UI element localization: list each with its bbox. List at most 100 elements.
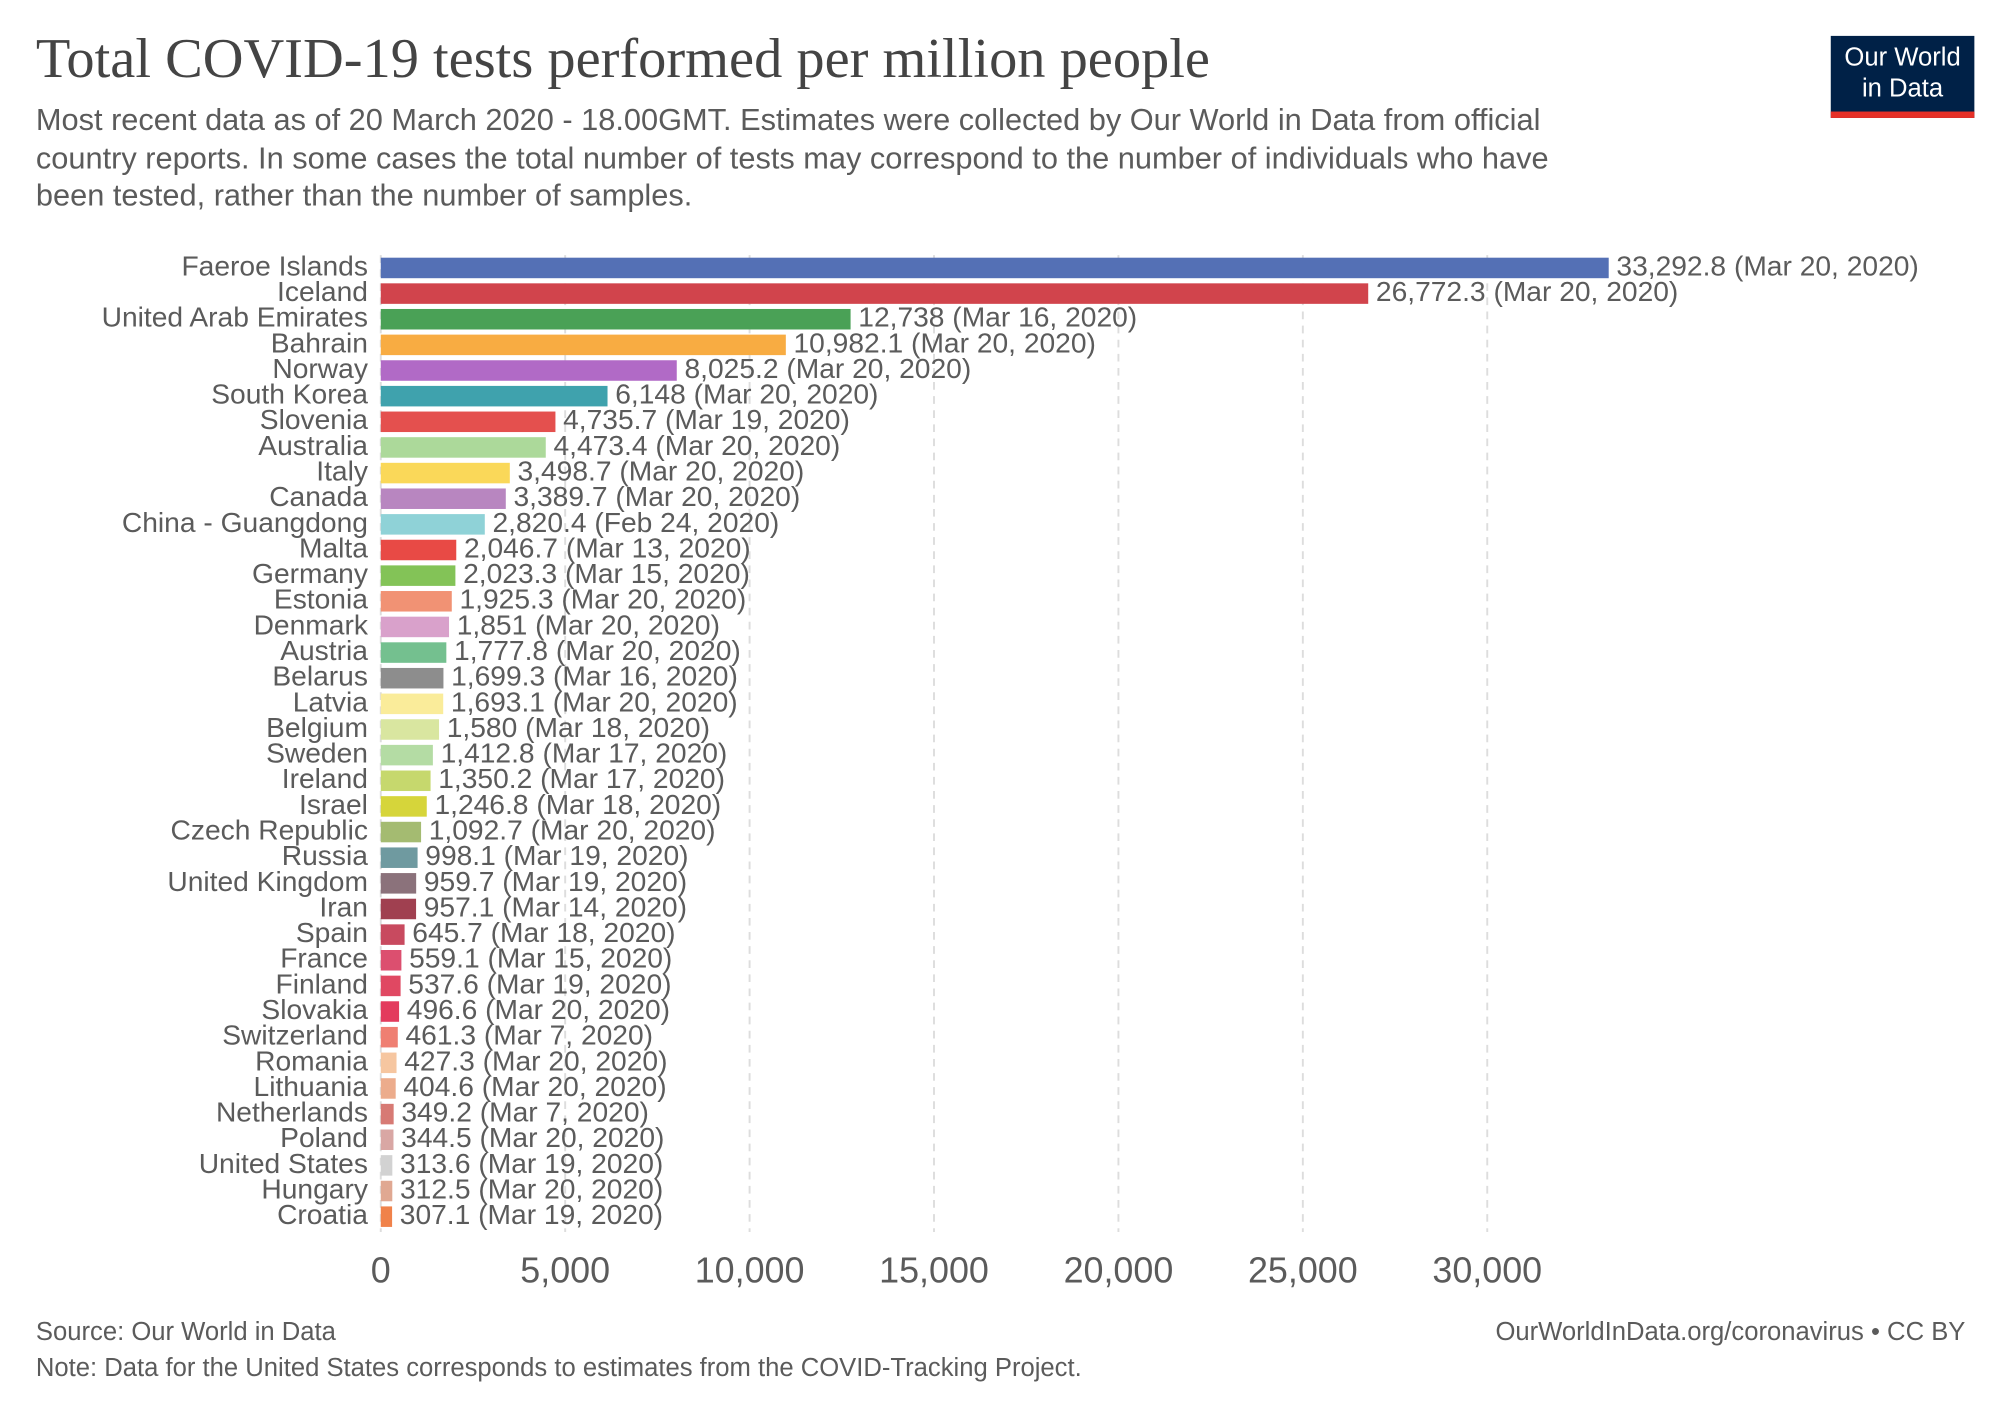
value-label: 559.1 (Mar 15, 2020) [409,942,672,974]
value-label: 6,148 (Mar 20, 2020) [615,378,878,410]
subtitle-line: been tested, rather than the number of s… [36,178,692,213]
category-label: Italy [316,455,369,487]
bar [380,873,417,894]
category-label: Sweden [266,737,368,769]
bar [380,1052,397,1074]
x-tick-label: 20,000 [1064,1251,1174,1291]
value-label: 10,982.1 (Mar 20, 2020) [794,326,1096,358]
bar [380,667,444,689]
bar [380,539,457,561]
bar [380,257,1609,279]
value-label: 1,246.8 (Mar 18, 2020) [434,788,721,820]
note: Note: Data for the United States corresp… [36,1354,1082,1382]
bar [380,385,608,407]
value-label: 461.3 (Mar 7, 2020) [405,1019,653,1051]
category-label: Slovakia [261,993,368,1025]
bar [380,1129,394,1150]
category-label: Hungary [261,1172,368,1204]
logo-box [1830,35,1975,118]
bar [380,1001,400,1022]
bar [380,616,450,638]
value-label: 3,498.7 (Mar 20, 2020) [518,455,805,487]
logo-text: Our World [1844,44,1960,72]
value-label: 1,925.3 (Mar 20, 2020) [459,583,746,615]
bar [380,770,431,792]
bar [380,1078,396,1099]
value-label: 3,389.7 (Mar 20, 2020) [513,480,800,512]
bar [380,975,401,997]
value-label: 2,046.7 (Mar 13, 2020) [464,531,751,563]
bar [380,1026,398,1048]
category-label: Iran [319,890,368,922]
category-label: South Korea [211,378,368,410]
category-label: United Kingdom [167,865,368,897]
subtitle-line: country reports. In some cases the total… [36,140,1549,175]
category-label: Ireland [282,762,368,794]
value-label: 998.1 (Mar 19, 2020) [425,839,688,871]
value-label: 959.7 (Mar 19, 2020) [424,865,687,897]
category-label: Norway [272,352,368,384]
bar [380,514,485,535]
category-label: Denmark [254,608,369,640]
bar [380,1206,393,1227]
bar [380,308,851,330]
category-label: Australia [258,429,368,461]
bar [380,898,417,920]
logo-strip [1830,111,1975,118]
value-label: 1,412.8 (Mar 17, 2020) [441,737,728,769]
bar [380,411,556,433]
bar [380,847,418,868]
category-label: Belgium [266,711,368,743]
url: OurWorldInData.org/coronavirus • CC BY [1495,1318,1965,1346]
category-label: Iceland [277,275,368,307]
value-label: 312.5 (Mar 20, 2020) [400,1172,663,1204]
value-label: 2,820.4 (Feb 24, 2020) [492,506,779,538]
x-tick-label: 10,000 [695,1251,805,1291]
bar [380,437,546,458]
logo-text: in Data [1862,75,1944,103]
bar [380,796,427,817]
bar [380,360,677,381]
value-label: 313.6 (Mar 19, 2020) [400,1147,663,1179]
value-label: 404.6 (Mar 20, 2020) [403,1070,666,1102]
category-label: France [280,942,368,974]
value-label: 33,292.8 (Mar 20, 2020) [1616,249,1918,281]
value-label: 8,025.2 (Mar 20, 2020) [684,352,971,384]
category-label: Israel [299,788,368,820]
bar [380,642,447,663]
bar [380,821,422,843]
x-tick-label: 0 [371,1251,391,1291]
category-label: United States [199,1147,368,1179]
x-tick-label: 15,000 [879,1251,989,1291]
value-label: 496.6 (Mar 20, 2020) [407,993,670,1025]
category-label: Czech Republic [171,814,368,846]
value-label: 1,693.1 (Mar 20, 2020) [451,685,738,717]
value-label: 26,772.3 (Mar 20, 2020) [1376,275,1678,307]
value-label: 349.2 (Mar 7, 2020) [401,1096,649,1128]
category-label: Faeroe Islands [181,249,367,281]
bar [380,744,433,766]
category-label: Netherlands [216,1096,368,1128]
category-label: Poland [280,1121,368,1153]
bar [380,462,510,484]
value-label: 645.7 (Mar 18, 2020) [412,916,675,948]
value-label: 1,777.8 (Mar 20, 2020) [454,634,741,666]
value-label: 957.1 (Mar 14, 2020) [424,890,687,922]
x-tick-label: 25,000 [1248,1251,1358,1291]
value-label: 427.3 (Mar 20, 2020) [404,1044,667,1076]
bar [380,283,1369,304]
category-label: Russia [282,839,368,871]
category-label: Spain [296,916,368,948]
bar [380,924,405,945]
bar [380,334,786,356]
category-label: Croatia [277,1198,368,1230]
bar [380,591,452,612]
category-label: Germany [252,557,369,589]
bar [380,565,456,586]
category-label: Romania [255,1044,368,1076]
category-label: Austria [280,634,368,666]
value-label: 537.6 (Mar 19, 2020) [408,967,671,999]
value-label: 307.1 (Mar 19, 2020) [400,1198,663,1230]
